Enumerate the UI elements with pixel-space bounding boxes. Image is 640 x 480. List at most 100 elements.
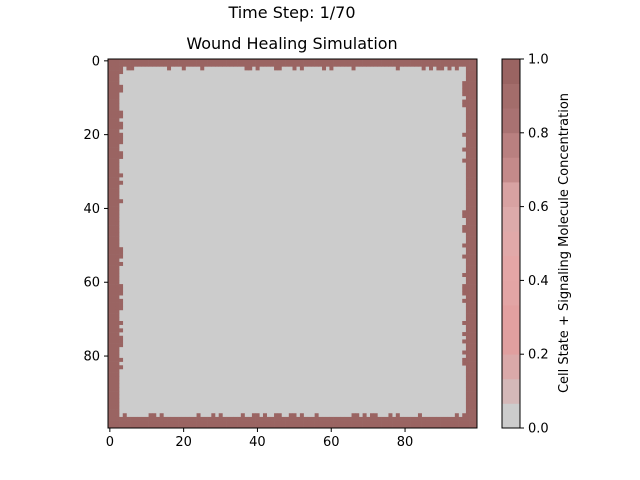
tissue-cell [207,59,212,63]
tissue-cell [251,424,256,429]
tissue-cell [462,132,467,137]
tissue-cell [381,62,386,67]
tissue-cell [473,210,478,215]
tissue-cell [215,62,219,67]
tissue-cell [115,129,120,134]
tissue-cell [458,62,463,67]
tissue-cell [465,287,470,292]
tissue-cell [111,320,116,325]
tissue-cell [465,343,470,348]
tissue-cell [462,92,467,97]
tissue-cell [115,383,120,388]
tissue-cell [432,59,437,63]
tissue-cell [473,121,478,126]
tissue-cell [436,420,441,425]
tissue-cell [465,92,470,97]
tissue-cell [403,420,408,425]
tissue-cell [303,416,308,421]
tissue-cell [111,70,116,75]
tissue-cell [469,350,474,355]
tissue-cell [465,151,470,156]
tissue-cell [203,424,208,429]
tissue-cell [115,265,120,270]
tissue-cell [108,391,112,396]
tissue-cell [130,62,135,67]
tissue-cell [473,328,478,333]
tissue-cell [473,409,478,414]
tissue-cell [251,413,256,418]
tissue-cell [111,140,116,145]
tissue-cell [115,162,120,167]
tissue-cell [473,324,478,329]
tissue-cell [167,62,172,67]
tissue-cell [469,409,474,414]
tissue-cell [111,202,116,207]
tissue-cell [414,420,419,425]
tissue-cell [119,132,124,137]
tissue-cell [469,365,474,370]
tissue-cell [469,405,474,410]
tissue-cell [473,361,478,366]
tissue-cell [458,59,463,63]
tissue-cell [115,365,120,370]
tissue-cell [111,143,116,148]
tissue-cell [181,59,186,63]
tissue-cell [473,199,478,204]
tissue-cell [373,420,378,425]
tissue-cell [462,103,467,108]
tissue-cell [322,416,327,421]
tissue-cell [115,291,120,296]
tissue-cell [462,158,467,163]
tissue-cell [336,59,341,63]
colorbar-band [502,305,520,330]
tissue-cell [255,420,260,425]
colorbar-ticks: 0.0 0.2 0.4 0.6 0.8 1.0 [520,53,549,437]
tissue-cell [465,177,470,182]
tissue-cell [255,413,260,418]
tissue-cell [222,59,227,63]
tissue-cell [473,77,478,82]
tissue-cell [469,295,474,300]
tissue-cell [115,302,120,307]
tissue-cell [384,420,389,425]
tissue-cell [226,420,231,425]
tissue-cell [469,169,474,174]
tissue-cell [108,405,112,410]
tissue-cell [174,62,179,67]
tissue-cell [119,154,124,159]
tissue-cell [237,62,242,67]
tissue-cell [469,376,474,381]
tissue-cell [108,243,112,248]
tissue-cell [451,424,456,429]
tissue-cell [347,420,352,425]
tissue-cell [211,62,216,67]
tissue-cell [237,59,242,63]
tissue-cell [115,132,120,137]
tissue-cell [111,269,116,274]
tissue-cell [244,59,249,63]
tissue-cell [119,261,124,266]
tissue-cell [303,424,308,429]
tissue-cell [432,424,437,429]
colorbar-band [502,132,520,158]
tissue-cell [233,62,238,67]
tissue-cell [410,424,415,429]
tissue-cell [211,424,216,429]
tissue-cell [469,140,474,145]
tissue-cell [447,420,452,425]
tissue-cell [108,424,112,429]
tissue-cell [262,59,267,63]
tissue-cell [115,206,120,211]
tissue-cell [115,66,120,71]
tissue-cell [119,291,124,296]
tissue-cell [108,213,112,218]
tissue-cell [111,354,116,359]
colorbar-label: Cell State + Signaling Molecule Concentr… [557,93,572,393]
tissue-cell [462,225,467,230]
tissue-cell [255,424,260,429]
tissue-cell [465,143,470,148]
y-tick-label: 0 [92,54,100,69]
tissue-cell [458,420,463,425]
tissue-cell [108,302,112,307]
tissue-cell [395,66,400,71]
